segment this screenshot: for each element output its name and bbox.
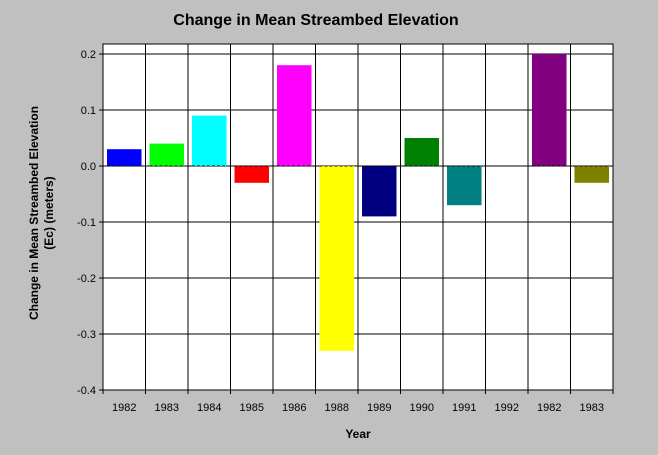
bars [107, 54, 609, 351]
bar [234, 166, 269, 183]
x-tick-label: 1989 [367, 402, 391, 414]
x-tick-label: 1982 [537, 402, 561, 414]
bar [107, 149, 142, 166]
x-tick-label: 1990 [410, 402, 434, 414]
bar [404, 138, 439, 166]
y-tick-label: 0.1 [81, 105, 96, 117]
y-tick-label: -0.3 [77, 329, 96, 341]
y-tick-label: -0.1 [77, 217, 96, 229]
x-tick-labels: 1982 1983 1984 1985 1986 1988 1989 1990 1991 1992… [112, 402, 604, 414]
x-tick-label: 1982 [112, 402, 136, 414]
x-tick-label: 1991 [452, 402, 476, 414]
y-tick-label: -0.2 [77, 273, 96, 285]
bar [192, 115, 227, 166]
x-tick-label: 1986 [282, 402, 306, 414]
x-tick-label: 1983 [580, 402, 604, 414]
chart-title: Change in Mean Streambed Elevation [173, 12, 459, 29]
bar [532, 54, 567, 166]
x-axis-label: Year [345, 427, 371, 441]
x-tick-label: 1984 [197, 402, 221, 414]
y-tick-label: 0.2 [81, 49, 96, 61]
x-tick-label: 1988 [325, 402, 349, 414]
bar [319, 166, 354, 351]
bar [574, 166, 609, 183]
y-tick-label: -0.4 [77, 385, 96, 397]
bar [149, 143, 184, 166]
axes [99, 43, 614, 394]
x-tick-label: 1985 [240, 402, 264, 414]
bar [277, 65, 312, 166]
y-tick-labels: 0.2 0.1 0.0 -0.1 -0.2 -0.3 -0.4 [77, 49, 96, 397]
x-tick-label: 1983 [155, 402, 179, 414]
x-tick-label: 1992 [495, 402, 519, 414]
bar [362, 166, 397, 217]
y-tick-label: 0.0 [81, 161, 96, 173]
bar [447, 166, 482, 206]
